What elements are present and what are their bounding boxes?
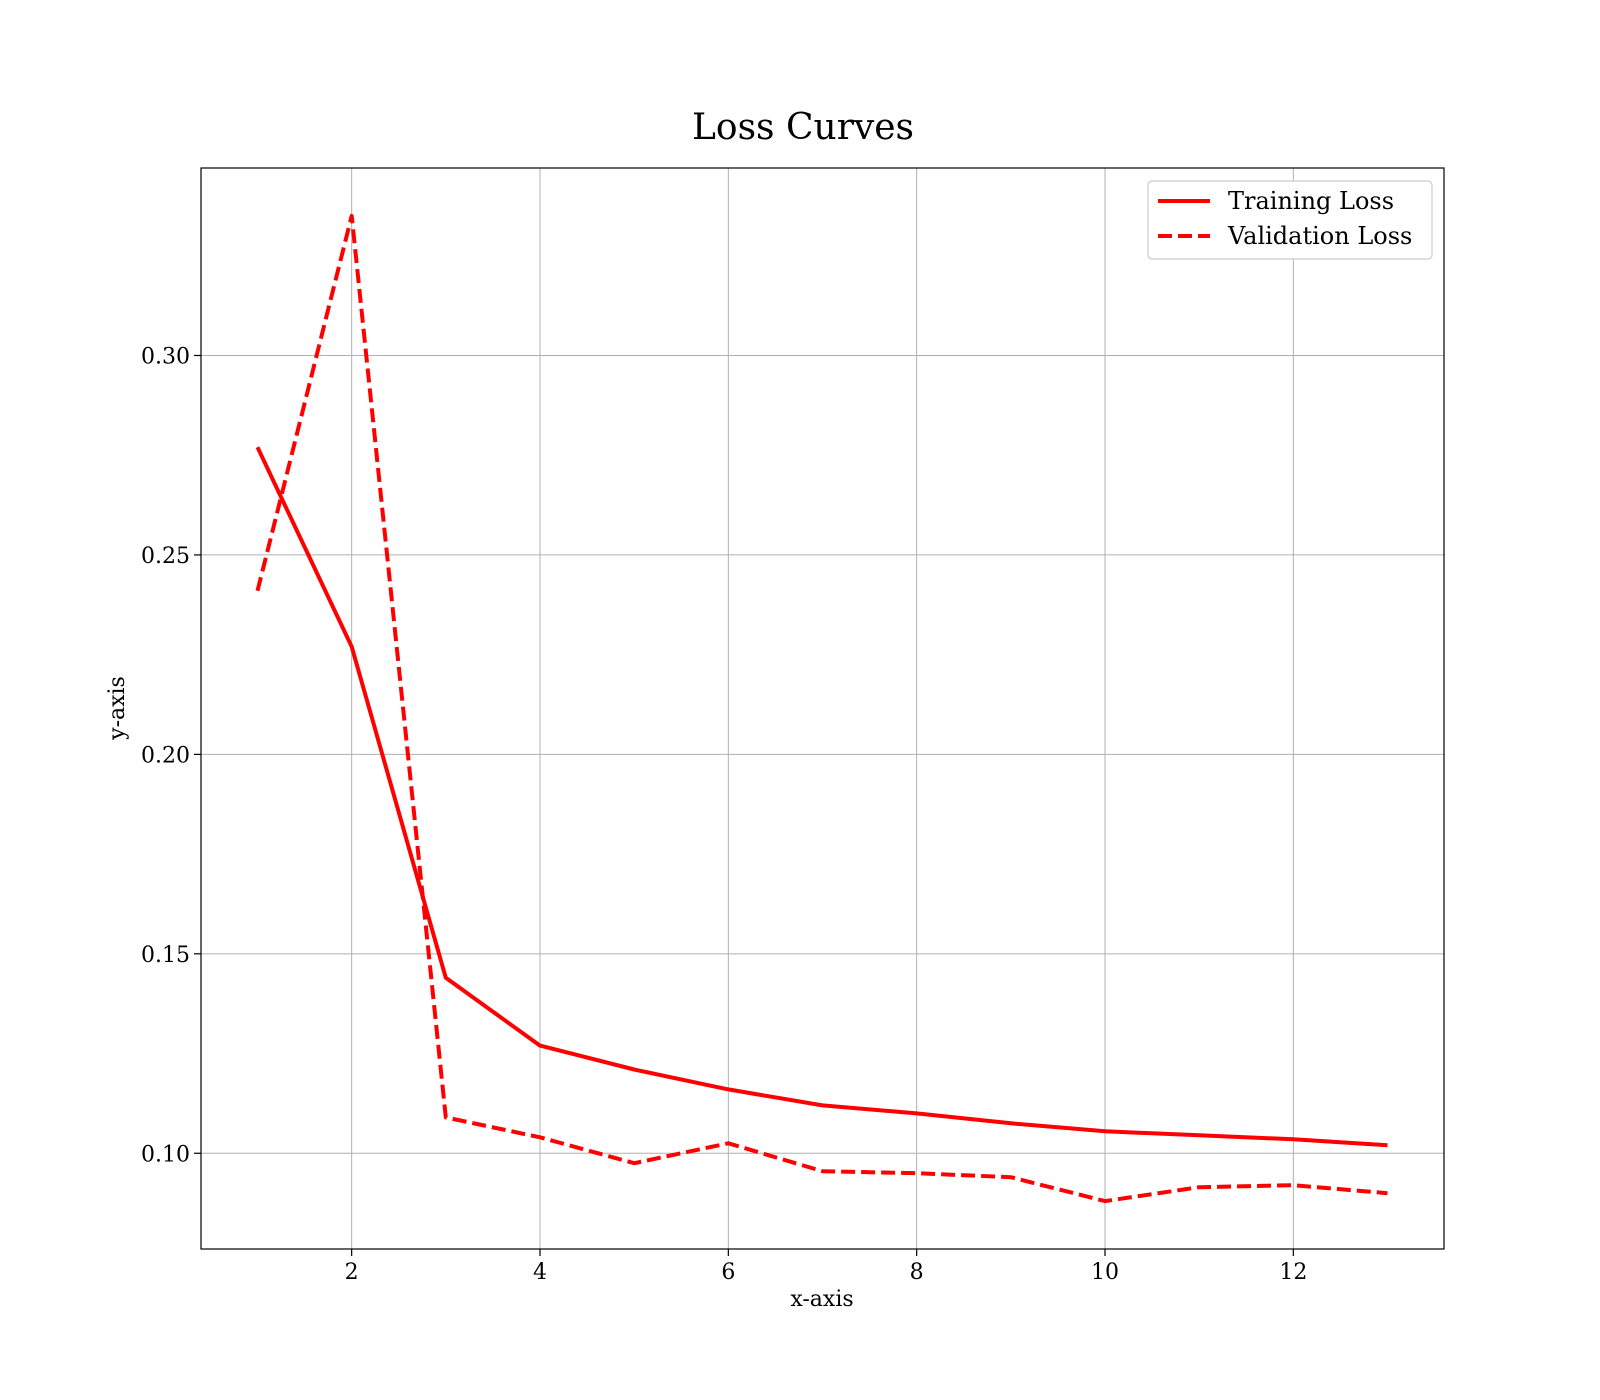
- plot-frame: [200, 167, 1445, 1250]
- legend-label-validation-loss: Validation Loss: [1227, 222, 1412, 250]
- x-axis-ticks: 2 4 6 8 10 12: [345, 1249, 1307, 1285]
- y-tick-label: 0.25: [141, 544, 190, 569]
- chart-title: Loss Curves: [692, 107, 914, 148]
- y-tick-label: 0.15: [141, 943, 190, 968]
- x-tick-label: 12: [1279, 1260, 1307, 1285]
- y-tick-label: 0.30: [141, 344, 190, 369]
- y-tick-label: 0.20: [141, 743, 190, 768]
- series-layer: [255, 213, 1388, 1204]
- x-tick-label: 4: [533, 1260, 547, 1285]
- x-axis-label: x-axis: [790, 1287, 853, 1312]
- plot-area: 2 4 6 8 10 12 0.10 0.15 0.20 0.25 0.30: [141, 167, 1445, 1285]
- plot-background: [201, 168, 1444, 1249]
- y-tick-label: 0.10: [141, 1142, 190, 1167]
- x-tick-label: 2: [345, 1260, 359, 1285]
- x-tick-label: 8: [910, 1260, 924, 1285]
- validation-loss-line: [255, 213, 1388, 1204]
- x-tick-label: 10: [1091, 1260, 1119, 1285]
- legend-label-training-loss: Training Loss: [1228, 187, 1394, 215]
- legend: Training Loss Validation Loss: [1147, 180, 1433, 260]
- y-axis-ticks: 0.10 0.15 0.20 0.25 0.30: [141, 344, 201, 1167]
- x-tick-label: 6: [721, 1260, 735, 1285]
- legend-frame: [1147, 180, 1433, 260]
- y-axis-label: y-axis: [105, 676, 130, 741]
